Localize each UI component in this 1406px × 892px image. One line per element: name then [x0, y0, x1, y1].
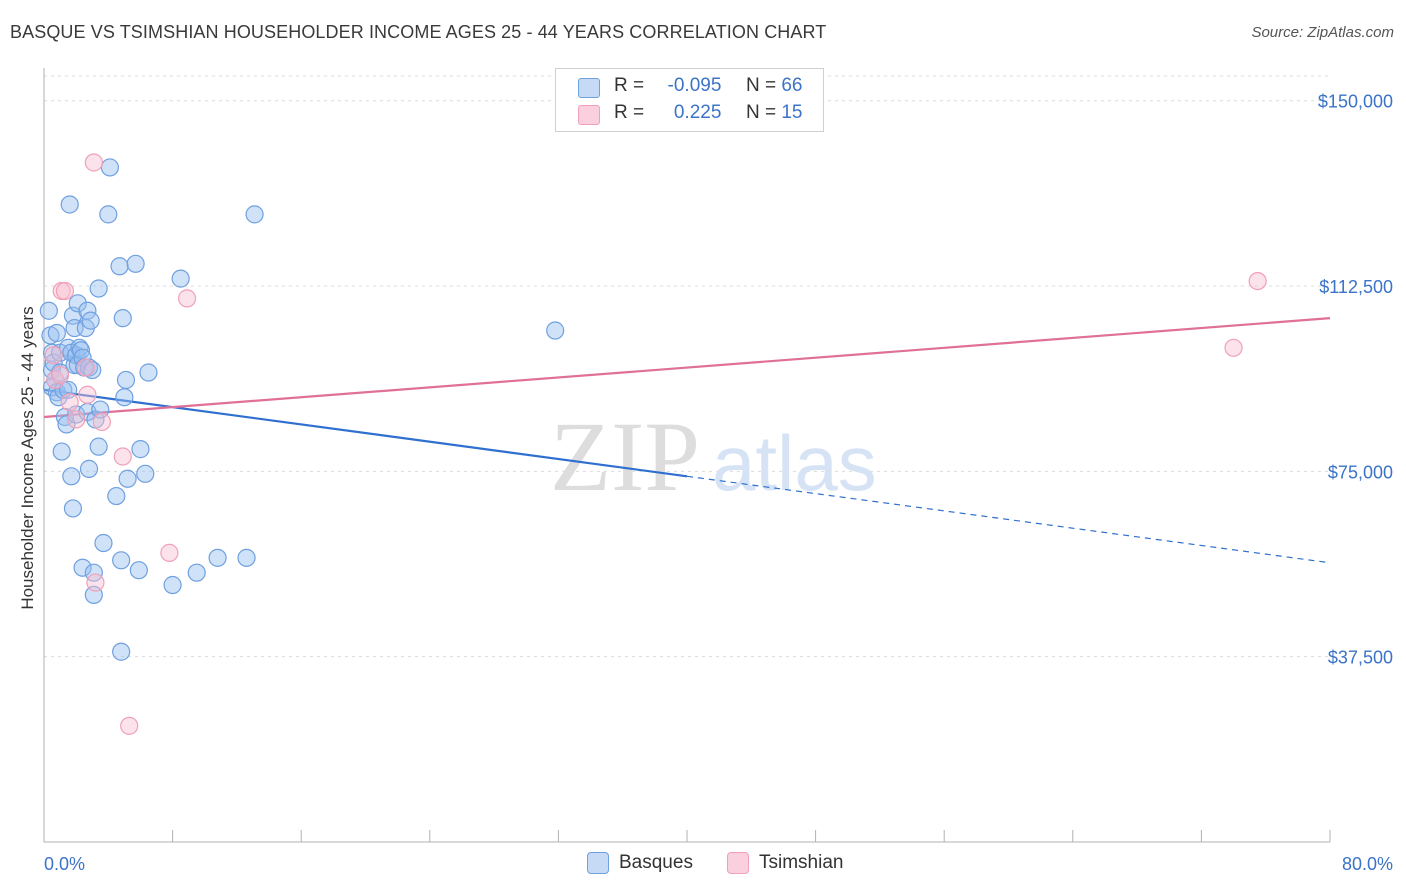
- point-tsimshian: [67, 410, 86, 429]
- point-basques: [110, 257, 129, 276]
- point-basques: [112, 642, 131, 661]
- trendline-basques: [43, 388, 688, 478]
- tick-labels: $37,500 $75,000 $112,500 $150,000 0.0% 80.0%: [44, 92, 1393, 874]
- point-tsimshian: [177, 289, 197, 308]
- point-basques: [78, 301, 97, 320]
- point-basques: [113, 309, 132, 328]
- point-basques: [94, 533, 113, 553]
- legend-swatch-basques: [578, 78, 600, 98]
- point-basques: [68, 294, 87, 313]
- point-basques: [171, 269, 190, 288]
- legend-n-label: N =: [745, 75, 777, 96]
- point-tsimshian: [60, 393, 79, 412]
- point-basques: [163, 575, 182, 595]
- data-points: [39, 153, 1267, 735]
- point-basques: [71, 341, 91, 360]
- point-basques: [129, 561, 148, 580]
- point-basques: [118, 469, 137, 488]
- trendline-basques-dashed: [686, 475, 1331, 564]
- chart-source: Source: ZipAtlas.com: [1251, 24, 1394, 41]
- point-basques: [47, 323, 66, 343]
- point-tsimshian: [1224, 338, 1243, 357]
- watermark: ZIP atlas: [550, 401, 877, 512]
- point-tsimshian: [76, 358, 95, 377]
- point-basques: [57, 415, 76, 434]
- point-basques: [63, 499, 83, 518]
- point-tsimshian: [120, 716, 139, 735]
- point-tsimshian: [44, 346, 63, 365]
- point-basques: [237, 548, 256, 567]
- y-tick-label: $37,500: [1328, 648, 1393, 668]
- point-basques: [139, 363, 158, 382]
- point-tsimshian: [113, 447, 132, 466]
- point-basques: [546, 321, 565, 340]
- point-basques: [187, 563, 206, 582]
- watermark-zip: ZIP: [550, 401, 700, 512]
- point-tsimshian: [1248, 271, 1267, 291]
- point-basques: [79, 459, 99, 478]
- watermark-atlas: atlas: [712, 419, 877, 507]
- point-tsimshian: [55, 281, 74, 301]
- legend-n-label: N =: [745, 102, 777, 123]
- axes: [43, 68, 1331, 843]
- point-tsimshian: [84, 153, 103, 172]
- point-basques: [115, 388, 134, 407]
- point-basques: [73, 558, 92, 577]
- point-basques: [89, 437, 108, 456]
- point-basques: [131, 440, 150, 459]
- point-basques: [62, 467, 81, 486]
- grid-lines: [44, 75, 1330, 658]
- point-basques: [116, 370, 136, 390]
- point-basques: [89, 279, 108, 298]
- stats-legend: R = -0.095 N = 66 R = 0.225 N = 15: [555, 68, 824, 132]
- x-tick-label: 0.0%: [44, 854, 85, 874]
- legend-swatch-basques: [587, 852, 609, 874]
- legend-swatch-tsimshian: [727, 852, 749, 874]
- legend-n-value: 66: [781, 75, 803, 96]
- point-basques: [39, 301, 58, 320]
- legend-label-basques: Basques: [619, 852, 693, 873]
- point-basques: [126, 254, 145, 273]
- point-tsimshian: [86, 573, 105, 592]
- point-basques: [60, 195, 79, 214]
- legend-label-tsimshian: Tsimshian: [759, 852, 844, 873]
- legend-swatch-tsimshian: [578, 105, 600, 125]
- y-tick-label: $112,500: [1319, 277, 1393, 297]
- y-axis-label: Householder Income Ages 25 - 44 years: [18, 306, 37, 609]
- point-basques: [107, 486, 126, 506]
- legend-r-value: 0.225: [673, 102, 722, 123]
- point-basques: [112, 551, 131, 570]
- chart-title: BASQUE VS TSIMSHIAN HOUSEHOLDER INCOME A…: [10, 22, 827, 42]
- point-tsimshian: [92, 412, 111, 432]
- legend-n-value: 15: [781, 102, 803, 123]
- trendlines: [43, 317, 1331, 564]
- point-basques: [208, 548, 227, 567]
- point-basques: [99, 205, 118, 224]
- legend-r-label: R =: [614, 102, 645, 123]
- point-tsimshian: [50, 365, 70, 385]
- legend-r-value: -0.095: [667, 75, 722, 96]
- point-basques: [245, 205, 264, 224]
- point-basques: [81, 311, 100, 330]
- point-tsimshian: [78, 385, 97, 404]
- point-basques: [100, 158, 120, 177]
- point-basques: [136, 464, 155, 483]
- y-tick-label: $150,000: [1318, 92, 1393, 112]
- trendline-tsimshian: [43, 317, 1331, 419]
- y-tick-label: $75,000: [1328, 462, 1393, 482]
- x-tick-label: 80.0%: [1342, 854, 1393, 874]
- point-basques: [52, 442, 71, 461]
- legend-r-label: R =: [614, 75, 645, 96]
- point-tsimshian: [160, 543, 179, 562]
